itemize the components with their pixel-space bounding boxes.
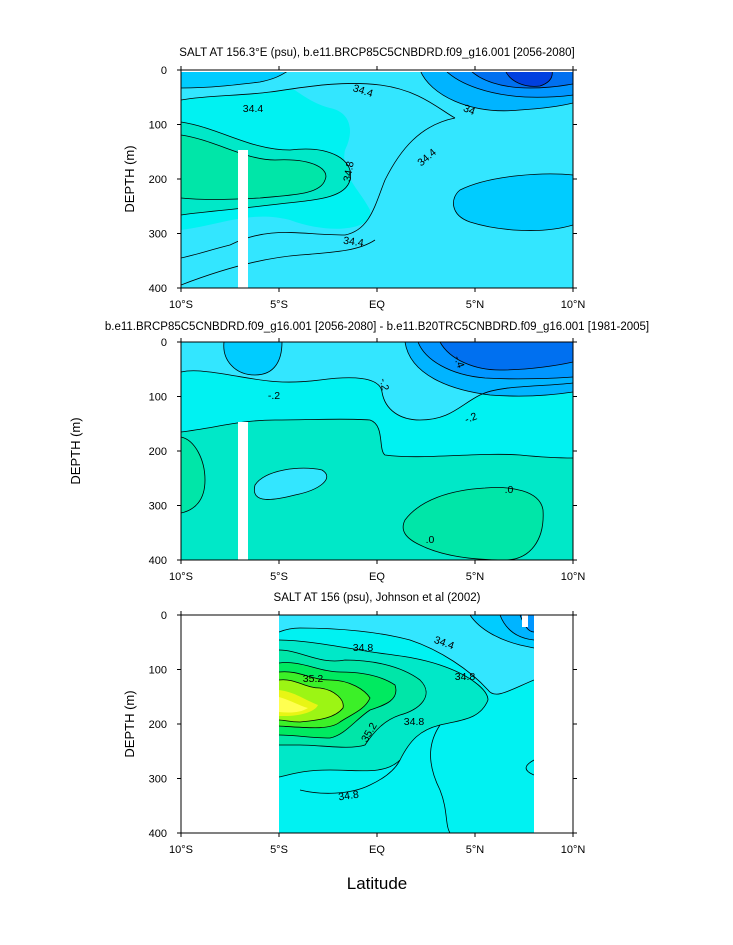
panel-1-field xyxy=(181,70,573,288)
y-tick-label: 200 xyxy=(149,174,167,186)
x-tick-label: EQ xyxy=(369,299,385,311)
x-tick-label: 10°S xyxy=(169,844,193,856)
contour-label: -.2 xyxy=(268,390,280,402)
panel-1-ticks: 0 100 200 300 400 10°S 5°S EQ 5°N 10°N xyxy=(149,65,586,311)
x-tick-label: 5°N xyxy=(466,844,485,856)
y-tick-label: 200 xyxy=(149,719,167,731)
y-tick-label: 200 xyxy=(149,446,167,458)
x-tick-label: 10°S xyxy=(169,571,193,583)
y-tick-label: 400 xyxy=(149,828,167,840)
panel-2-contour-labels: -.4 -.2 -.2 -.2 .0 .0 xyxy=(268,354,514,546)
x-tick-label: 10°N xyxy=(561,571,586,583)
contour-label: 34.8 xyxy=(338,789,360,804)
figure-xlabel: Latitude xyxy=(347,874,408,893)
contour-label: 35.2 xyxy=(303,673,324,685)
contour-label: -.2 xyxy=(377,377,391,391)
x-tick-label: EQ xyxy=(369,571,385,583)
panel-3-ylabel: DEPTH (m) xyxy=(122,690,137,757)
y-tick-label: 400 xyxy=(149,283,167,295)
x-tick-label: 10°N xyxy=(561,299,586,311)
contour-label: .0 xyxy=(505,484,514,496)
y-tick-label: 100 xyxy=(149,665,167,677)
panel-2: b.e11.BRCP85C5CNBDRD.f09_g16.001 [2056-2… xyxy=(68,321,649,583)
x-tick-label: 5°N xyxy=(466,299,485,311)
y-tick-label: 400 xyxy=(149,555,167,567)
contour-label: 34.8 xyxy=(404,716,425,728)
panel-2-ylabel: DEPTH (m) xyxy=(68,417,83,484)
panel-1-ylabel: DEPTH (m) xyxy=(122,145,137,212)
panel-2-ticks: 0 100 200 300 400 10°S 5°S EQ 5°N 10°N xyxy=(149,337,586,583)
y-tick-label: 0 xyxy=(161,65,167,77)
panel-1: SALT AT 156.3°E (psu), b.e11.BRCP85C5CNB… xyxy=(122,47,585,311)
panel-3: SALT AT 156 (psu), Johnson et al (2002) xyxy=(122,592,585,856)
panel-3-field xyxy=(279,615,534,833)
contour-label: -.2 xyxy=(463,410,479,426)
contour-label: 34.4 xyxy=(342,235,364,250)
panel-2-title: b.e11.BRCP85C5CNBDRD.f09_g16.001 [2056-2… xyxy=(105,321,649,333)
contour-label: -.4 xyxy=(451,354,467,370)
x-tick-label: 10°N xyxy=(561,844,586,856)
y-tick-label: 0 xyxy=(161,337,167,349)
x-tick-label: 10°S xyxy=(169,299,193,311)
x-tick-label: 5°S xyxy=(270,844,288,856)
y-tick-label: 0 xyxy=(161,610,167,622)
y-tick-label: 300 xyxy=(149,229,167,241)
panel-3-ticks: 0 100 200 300 400 10°S 5°S EQ 5°N 10°N xyxy=(149,610,586,856)
contour-label: 34.8 xyxy=(353,642,374,654)
panel-2-field xyxy=(181,342,573,560)
y-tick-label: 300 xyxy=(149,774,167,786)
contour-label: 34 xyxy=(461,102,476,118)
x-tick-label: 5°N xyxy=(466,571,485,583)
contour-label: 34.8 xyxy=(455,671,476,683)
y-tick-label: 100 xyxy=(149,392,167,404)
x-tick-label: EQ xyxy=(369,844,385,856)
panel-3-title: SALT AT 156 (psu), Johnson et al (2002) xyxy=(274,592,481,604)
x-tick-label: 5°S xyxy=(270,299,288,311)
y-tick-label: 300 xyxy=(149,501,167,513)
y-tick-label: 100 xyxy=(149,120,167,132)
panel-1-title: SALT AT 156.3°E (psu), b.e11.BRCP85C5CNB… xyxy=(179,47,574,59)
contour-label: 34.4 xyxy=(243,103,264,115)
contour-label: .0 xyxy=(426,534,435,546)
x-tick-label: 5°S xyxy=(270,571,288,583)
contour-label: 34.8 xyxy=(341,160,356,182)
